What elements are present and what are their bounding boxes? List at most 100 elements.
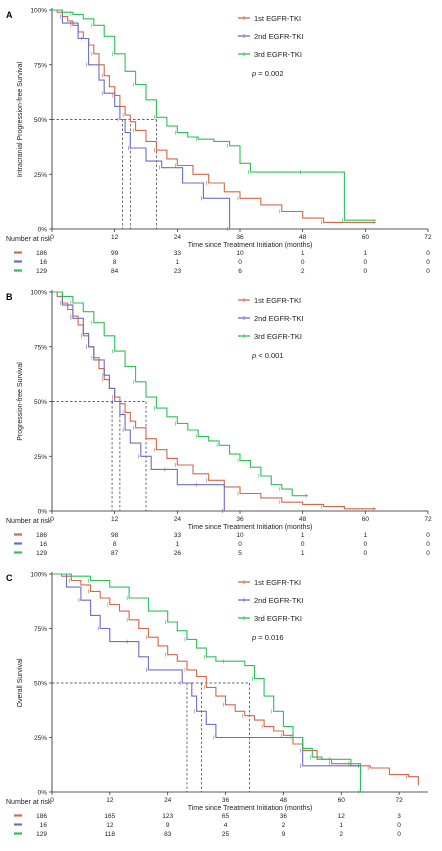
- x-tick-label: 0: [50, 516, 54, 523]
- risk-cell: 0: [426, 532, 430, 539]
- legend-label: 3rd EGFR-TKI: [254, 50, 302, 59]
- risk-cell: 9: [282, 831, 286, 838]
- legend-label: 2nd EGFR-TKI: [254, 314, 304, 323]
- risk-cell: 0: [397, 831, 401, 838]
- risk-cell: 9: [166, 822, 170, 829]
- y-tick-label: 75%: [34, 62, 47, 69]
- legend-label: 3rd EGFR-TKI: [254, 332, 302, 341]
- risk-cell: 0: [426, 541, 430, 548]
- y-tick-label: 25%: [34, 735, 47, 742]
- x-tick-label: 60: [362, 516, 370, 523]
- y-tick-label: 0%: [38, 790, 48, 797]
- legend-label: 1st EGFR-TKI: [254, 14, 301, 23]
- risk-cell: 118: [105, 831, 116, 838]
- x-tick-label: 0: [50, 797, 54, 804]
- risk-cell: 1: [339, 822, 343, 829]
- panel-label: B: [6, 292, 13, 302]
- x-tick-label: 48: [280, 797, 288, 804]
- y-tick-label: 0%: [38, 227, 48, 234]
- y-axis-label: Overall Survival: [17, 658, 24, 707]
- risk-cell: 25: [222, 831, 230, 838]
- km-curve-2: [52, 291, 225, 511]
- y-tick-label: 50%: [34, 399, 47, 406]
- risk-cell: 2: [282, 822, 286, 829]
- x-tick-label: 36: [222, 797, 230, 804]
- risk-cell: 0: [426, 259, 430, 266]
- x-tick-label: 12: [111, 234, 119, 241]
- x-tick-label: 48: [299, 516, 307, 523]
- km-curve-3: [52, 291, 308, 497]
- legend-label: 1st EGFR-TKI: [254, 578, 301, 587]
- legend-label: 2nd EGFR-TKI: [254, 596, 304, 605]
- risk-cell: 1: [176, 259, 180, 266]
- risk-cell: 0: [238, 541, 242, 548]
- panel-label: C: [6, 573, 13, 583]
- risk-cell: 2: [339, 831, 343, 838]
- risk-cell: 23: [174, 268, 182, 275]
- risk-cell: 98: [111, 532, 119, 539]
- km-curve-1: [52, 291, 376, 510]
- y-tick-label: 25%: [34, 172, 47, 179]
- risk-cell: 12: [106, 822, 114, 829]
- risk-cell: 83: [164, 831, 172, 838]
- risk-cell: 0: [426, 268, 430, 275]
- risk-cell: 1: [176, 541, 180, 548]
- x-tick-label: 72: [395, 797, 403, 804]
- risk-cell: 36: [280, 813, 288, 820]
- x-tick-label: 48: [299, 234, 307, 241]
- km-curve-3: [52, 9, 376, 221]
- y-tick-label: 75%: [34, 626, 47, 633]
- risk-cell: 165: [104, 813, 115, 820]
- risk-cell: 0: [397, 822, 401, 829]
- p-value: p = 0.016: [251, 633, 284, 642]
- y-tick-label: 50%: [34, 117, 47, 124]
- risk-table-title: Number at risk: [6, 236, 52, 243]
- y-axis-label: Progression-free Survival: [17, 362, 24, 441]
- x-tick-label: 12: [111, 516, 119, 523]
- risk-cell: 8: [113, 541, 117, 548]
- risk-table-title: Number at risk: [6, 518, 52, 525]
- x-axis-label: Time since Treatment Initiation (months): [188, 805, 313, 812]
- y-tick-label: 100%: [30, 8, 47, 15]
- risk-cell: 33: [174, 532, 182, 539]
- risk-cell: 16: [40, 541, 48, 548]
- risk-cell: 0: [364, 259, 368, 266]
- km-curve-2: [52, 573, 362, 792]
- risk-cell: 26: [174, 550, 182, 557]
- risk-cell: 65: [222, 813, 230, 820]
- x-axis-label: Time since Treatment Initiation (months): [188, 524, 313, 531]
- x-tick-label: 24: [164, 797, 172, 804]
- y-axis-label: Intracranial Progression-free Survival: [17, 61, 24, 177]
- risk-cell: 12: [338, 813, 346, 820]
- panel-a: A0%25%50%75%100%0 12 24 36 48 60 72Intracrania…: [6, 8, 432, 276]
- x-tick-label: 24: [174, 234, 182, 241]
- risk-cell: 0: [301, 259, 305, 266]
- risk-cell: 0: [364, 268, 368, 275]
- legend-label: 2nd EGFR-TKI: [254, 32, 304, 41]
- x-tick-label: 60: [338, 797, 346, 804]
- y-tick-label: 75%: [34, 344, 47, 351]
- x-tick-label: 12: [106, 797, 114, 804]
- risk-cell: 10: [236, 250, 244, 257]
- risk-cell: 129: [36, 831, 47, 838]
- risk-cell: 2: [301, 268, 305, 275]
- risk-cell: 0: [238, 259, 242, 266]
- risk-cell: 1: [301, 550, 305, 557]
- risk-cell: 0: [426, 550, 430, 557]
- risk-cell: 0: [426, 250, 430, 257]
- x-tick-label: 60: [362, 234, 370, 241]
- risk-cell: 186: [36, 813, 47, 820]
- risk-cell: 186: [36, 250, 47, 257]
- risk-cell: 33: [174, 250, 182, 257]
- risk-cell: 5: [238, 550, 242, 557]
- risk-cell: 129: [36, 268, 47, 275]
- legend-label: 3rd EGFR-TKI: [254, 614, 302, 623]
- x-tick-label: 72: [424, 234, 432, 241]
- p-value: p = 0.002: [251, 69, 284, 78]
- km-curve-3: [52, 573, 362, 792]
- risk-cell: 84: [111, 268, 119, 275]
- x-tick-label: 0: [50, 234, 54, 241]
- risk-cell: 1: [364, 250, 368, 257]
